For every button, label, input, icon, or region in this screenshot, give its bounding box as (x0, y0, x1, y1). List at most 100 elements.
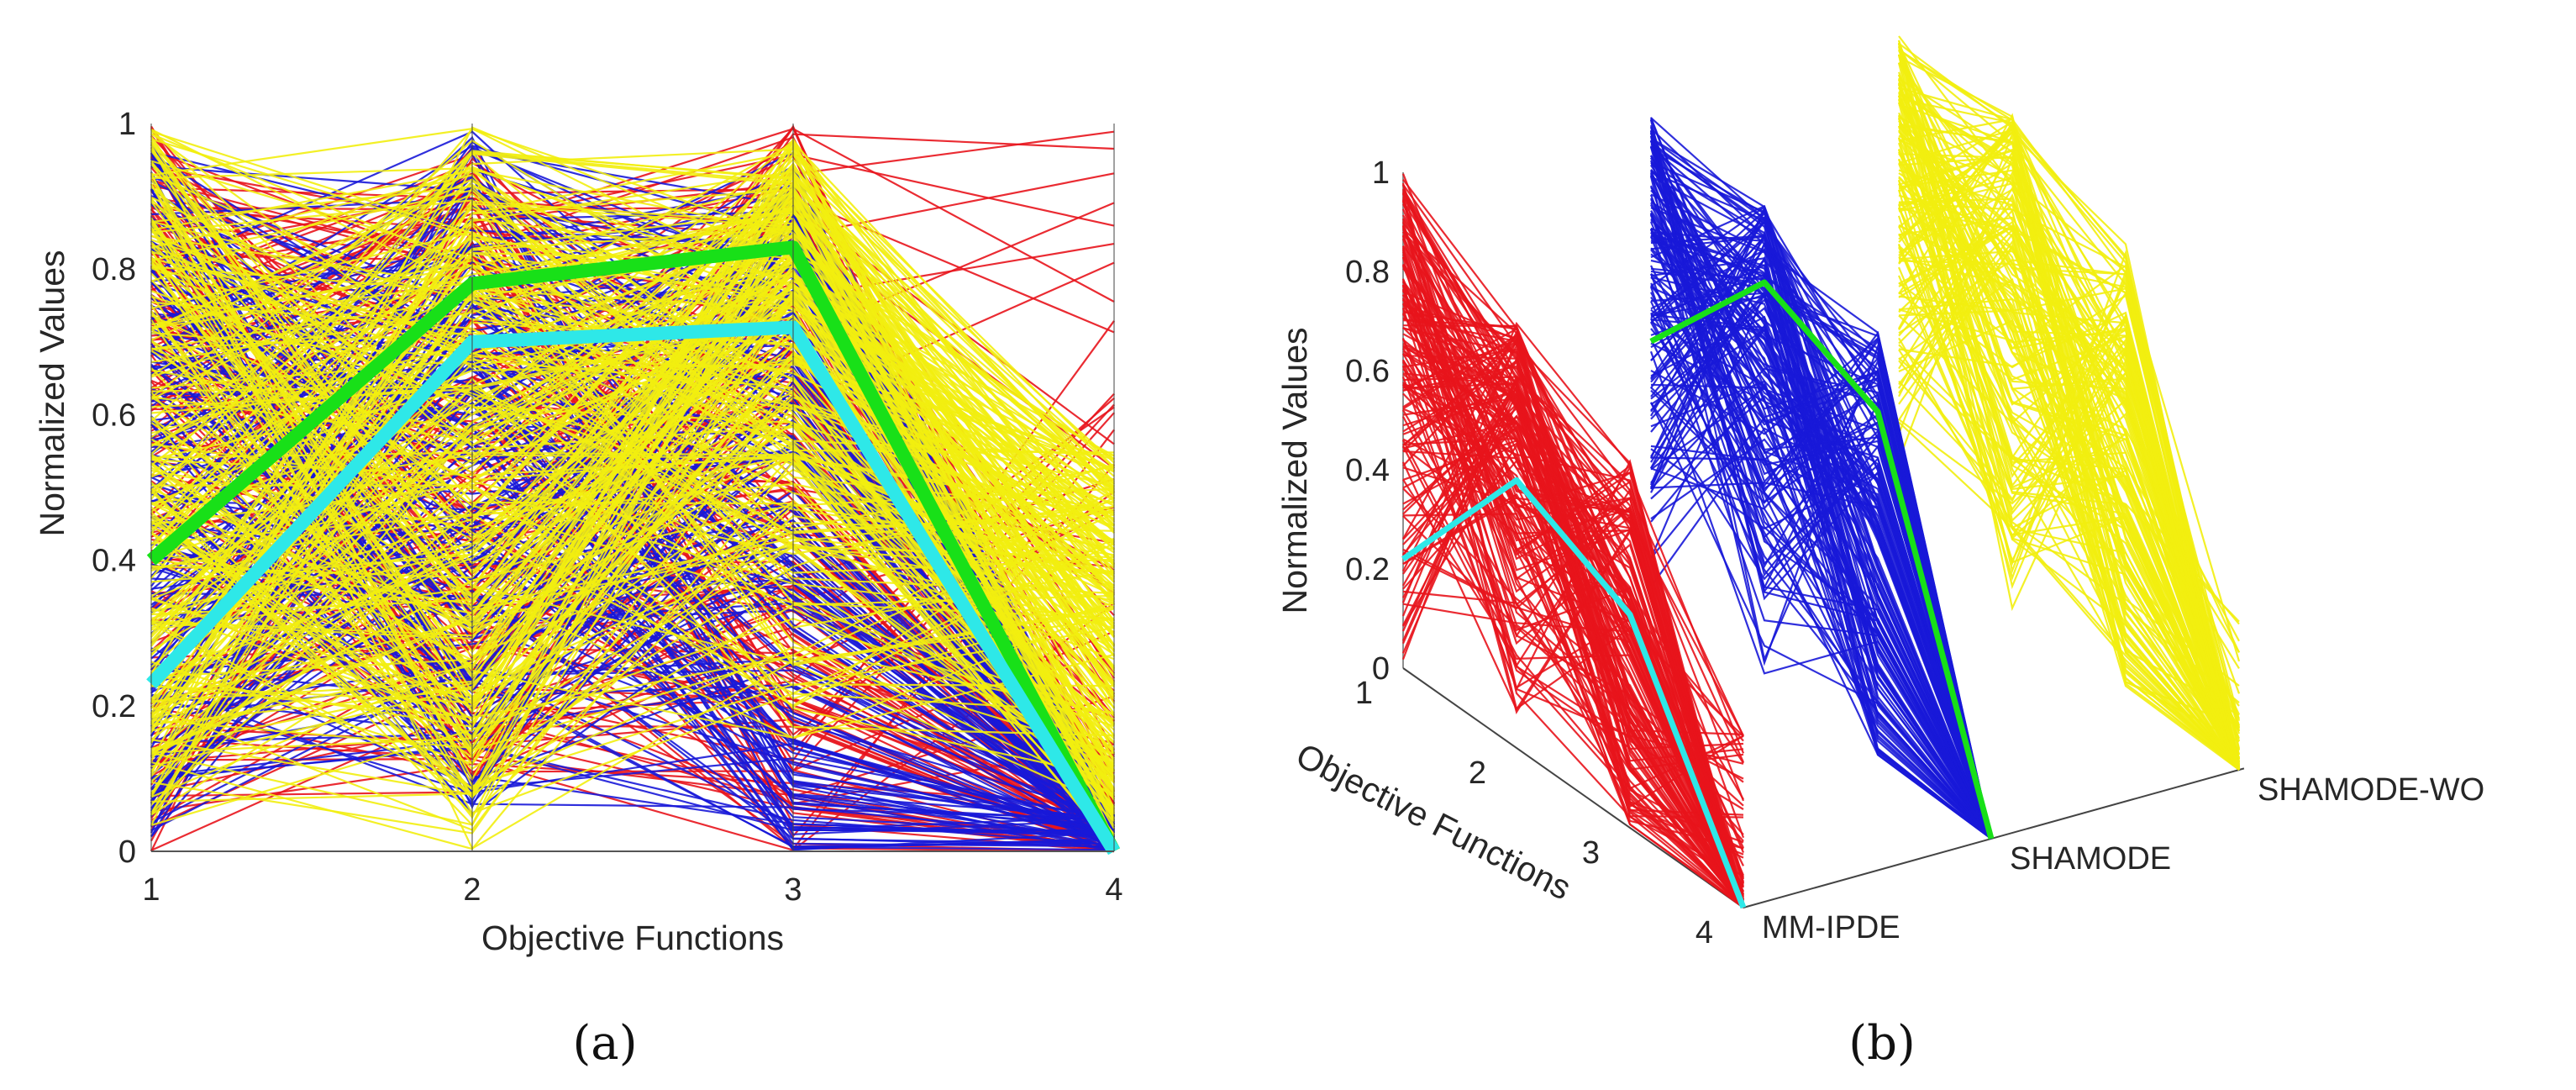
depth-label: SHAMODE (2010, 841, 2171, 877)
series-line (1650, 298, 1993, 840)
series-line (150, 532, 1115, 791)
series-line (150, 150, 1115, 627)
y-tick-label: 0.8 (1345, 255, 1390, 290)
x-tick-label: 1 (142, 872, 160, 908)
highlight-shamode (146, 240, 1121, 855)
series-line (150, 662, 1115, 840)
series-line (1898, 357, 2241, 771)
series-line (150, 363, 1115, 505)
slice-shamode (1649, 117, 1995, 840)
series-line (150, 304, 1115, 814)
series-line (1650, 147, 1993, 840)
series-line (150, 206, 1115, 814)
series-line (1650, 265, 1992, 840)
series-line (1402, 409, 1744, 903)
series-line (1650, 227, 1993, 840)
series-line (1402, 183, 1745, 908)
y-tick-label: 0.6 (92, 398, 136, 433)
series-line (1897, 71, 2240, 669)
panel-a-highlight-lines (146, 240, 1121, 856)
series-line (150, 285, 1115, 741)
series-line (1402, 231, 1744, 908)
series-line (150, 351, 1115, 754)
series-line (1401, 285, 1744, 908)
series-line (1402, 445, 1744, 907)
series-line (150, 144, 1115, 796)
series-line (150, 150, 1115, 589)
series-line (1898, 176, 2240, 771)
series-line (150, 345, 1115, 685)
highlight-mm-ipde (1401, 477, 1747, 909)
x-tick-label: 3 (784, 872, 802, 908)
series-line (1401, 227, 1745, 908)
series-line (150, 249, 1115, 546)
series-line (150, 519, 1115, 852)
series-line (150, 602, 1115, 851)
series-line (150, 219, 1115, 761)
series-line (1898, 123, 2240, 770)
x-tick-label: 2 (463, 872, 481, 908)
series-line (1402, 342, 1744, 908)
series-line (1650, 235, 1993, 840)
series-line (1650, 387, 1992, 840)
series-line (150, 145, 1115, 497)
series-line (1897, 82, 2241, 770)
series-line (150, 163, 1115, 740)
series-line (150, 392, 1115, 704)
series-line (1402, 383, 1744, 897)
y-tick-label: 1 (118, 107, 136, 142)
series-line (150, 220, 1115, 527)
series-line (150, 545, 1115, 783)
series-line (150, 334, 1115, 779)
series-line (150, 291, 1115, 750)
series-line (150, 187, 1115, 707)
series-line (1401, 294, 1744, 908)
panel-a-axes (150, 124, 1115, 852)
objective-floor-axis (1402, 667, 1744, 908)
panel-a-xlabel: Objective Functions (481, 919, 784, 957)
slice-mm-ipde (1401, 173, 1747, 909)
series-line (150, 139, 1115, 472)
series-line (1649, 221, 1992, 840)
series-line (1650, 270, 1993, 840)
x-tick-label: 3 (1582, 835, 1600, 871)
series-line (1402, 278, 1744, 902)
series-line (150, 453, 1115, 634)
y-tick-label: 0 (118, 835, 136, 870)
series-line (150, 227, 1115, 725)
series-line (150, 681, 1115, 839)
series-line (1402, 380, 1745, 908)
series-line (1650, 257, 1992, 840)
series-line (1897, 275, 2241, 770)
series-line (1402, 327, 1744, 742)
series-line (1401, 361, 1744, 908)
series-line (1897, 148, 2241, 771)
series-line (150, 176, 1115, 631)
y-tick-label: 0 (1372, 651, 1390, 687)
series-line (1402, 506, 1745, 880)
y-tick-label: 0.4 (92, 544, 136, 579)
panel-a-tick-labels: 1 2 3 4 0 0.2 0.4 0.6 0.8 1 (92, 107, 1122, 908)
series-line (1650, 143, 1992, 840)
y-tick-label: 1 (1372, 155, 1390, 191)
y-tick-label: 0.6 (1345, 354, 1390, 389)
series-line (1401, 337, 1744, 892)
series-line (1650, 313, 1993, 840)
series-line (1402, 487, 1744, 908)
series-line (1898, 244, 2241, 761)
series-line (1649, 214, 1992, 840)
series-line (150, 654, 1115, 755)
series-line (1401, 221, 1745, 908)
x-tick-label: 4 (1695, 915, 1713, 950)
x-tick-label: 4 (1105, 872, 1122, 908)
series-line (1898, 150, 2241, 771)
series-line (1650, 307, 1993, 840)
highlight-mm-ipde (146, 320, 1120, 856)
series-line (1402, 376, 1744, 737)
series-line (1898, 139, 2241, 771)
series-line (150, 178, 1115, 738)
series-line (1401, 192, 1744, 877)
series-line (150, 144, 1115, 787)
series-line (150, 129, 1115, 841)
